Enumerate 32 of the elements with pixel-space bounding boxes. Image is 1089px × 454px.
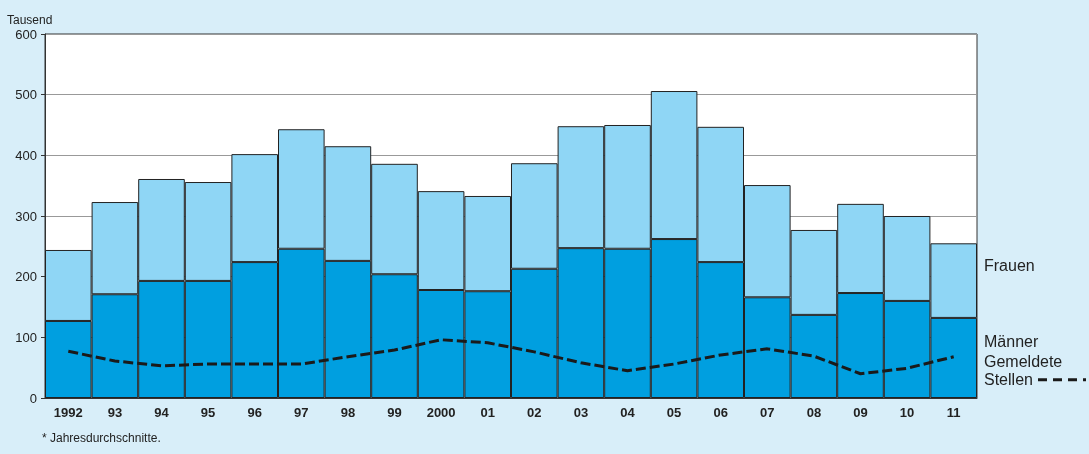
x-tick-label: 98	[340, 405, 356, 420]
y-tick-label: 200	[15, 269, 37, 285]
text: * Jahresdurchschnitte.	[42, 431, 161, 445]
x-tick-label: 1992	[53, 405, 83, 420]
x-tick-label: 04	[620, 405, 636, 420]
x-tick-label: 2000	[426, 405, 456, 420]
x-tick-label: 09	[853, 405, 868, 420]
x-tick-label: 96	[247, 405, 262, 420]
series-label: Männer	[984, 333, 1039, 351]
x-tick-label: 94	[154, 405, 170, 420]
series-label: Gemeldete Stellen	[984, 353, 1063, 389]
y-tick-label: 400	[15, 147, 37, 163]
y-tick-label: 500	[15, 87, 37, 103]
x-tick-label: 03	[573, 405, 589, 420]
y-axis-title: Tausend	[7, 13, 53, 27]
series-label: Frauen	[984, 257, 1035, 275]
x-tick-label: 05	[666, 405, 682, 420]
y-tick-label: 0	[29, 390, 37, 406]
y-tick-label: 300	[15, 208, 37, 224]
x-tick-label: 97	[294, 405, 309, 420]
x-tick-label: 08	[806, 405, 822, 420]
x-tick-label: 93	[107, 405, 123, 420]
x-tick-label: 99	[387, 405, 402, 420]
x-tick-label: 11	[946, 405, 961, 420]
x-tick-label: 01	[480, 405, 495, 420]
y-tick-label: 600	[15, 26, 37, 42]
x-tick-label: 07	[760, 405, 775, 420]
x-tick-label: 95	[200, 405, 216, 420]
x-tick-label: 02	[527, 405, 542, 420]
x-tick-label: 10	[899, 405, 915, 420]
x-tick-label: 06	[713, 405, 728, 420]
y-tick-label: 100	[15, 329, 37, 345]
